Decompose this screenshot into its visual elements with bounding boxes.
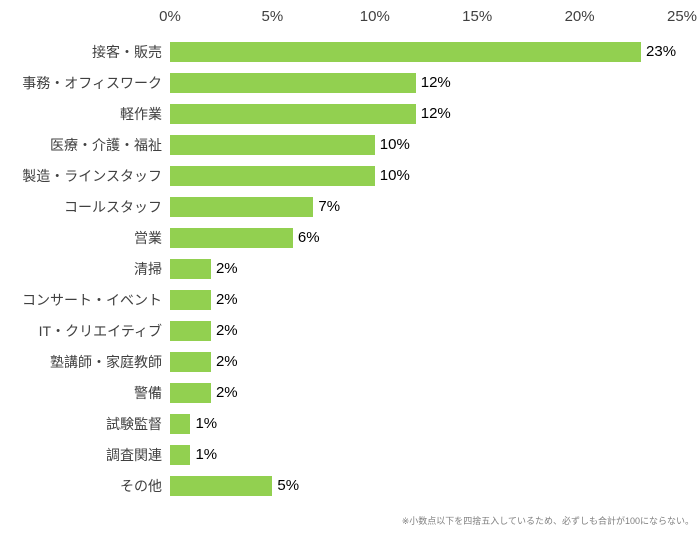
chart-row: 接客・販売 23%	[0, 36, 700, 67]
chart-row: 事務・オフィスワーク 12%	[0, 67, 700, 98]
value-label: 7%	[318, 198, 341, 215]
bar	[170, 289, 211, 310]
value-label: 2%	[215, 260, 238, 277]
bar	[170, 134, 375, 155]
value-label: 1%	[195, 415, 218, 432]
chart-row: IT・クリエイティブ 2%	[0, 315, 700, 346]
bar	[170, 165, 375, 186]
value-label: 12%	[420, 74, 451, 91]
x-axis-tick: 0%	[159, 8, 181, 25]
value-label: 23%	[646, 43, 677, 60]
chart-row: 製造・ラインスタッフ 10%	[0, 160, 700, 191]
axis-label-spacer	[0, 0, 170, 36]
bar-area: 2%	[170, 382, 690, 403]
value-label: 5%	[277, 477, 300, 494]
bar-area: 10%	[170, 134, 690, 155]
value-label: 2%	[215, 322, 238, 339]
bar-area: 23%	[170, 41, 690, 62]
value-label: 12%	[420, 105, 451, 122]
bar-area: 12%	[170, 103, 690, 124]
x-axis-tick: 5%	[261, 8, 284, 25]
bar	[170, 72, 416, 93]
category-label: 営業	[134, 229, 162, 246]
chart-row: 軽作業 12%	[0, 98, 700, 129]
chart-row: 清掃 2%	[0, 253, 700, 284]
value-label: 10%	[379, 167, 410, 184]
x-axis-tick: 25%	[666, 8, 698, 25]
x-axis: 0% 5% 10% 15% 20% 25%	[159, 0, 697, 36]
category-label: 警備	[134, 384, 162, 401]
category-label: その他	[120, 477, 162, 494]
bar-area: 10%	[170, 165, 690, 186]
category-label: コンサート・イベント	[22, 291, 162, 308]
bar	[170, 196, 314, 217]
category-label: コールスタッフ	[64, 198, 162, 215]
bar-area: 2%	[170, 289, 690, 310]
bar-area: 2%	[170, 320, 690, 341]
x-axis-tick: 20%	[564, 8, 595, 25]
chart-row: 医療・介護・福祉 10%	[0, 129, 700, 160]
x-axis-tick: 10%	[359, 8, 390, 25]
category-label: 接客・販売	[92, 43, 162, 60]
category-label: 事務・オフィスワーク	[22, 74, 162, 91]
bar	[170, 320, 211, 341]
category-label: 試験監督	[106, 415, 162, 432]
value-label: 2%	[215, 291, 238, 308]
chart-rows: 接客・販売 23% 事務・オフィスワーク 12% 軽作業 12% 医療・介護・福祉 10% 製造…	[0, 36, 700, 501]
chart-row: コンサート・イベント 2%	[0, 284, 700, 315]
bar-area: 7%	[170, 196, 690, 217]
category-label: 製造・ラインスタッフ	[22, 167, 162, 184]
x-axis-tick: 15%	[462, 8, 493, 25]
chart-row: 塾講師・家庭教師 2%	[0, 346, 700, 377]
chart-row: 調査関連 1%	[0, 439, 700, 470]
bar-area: 2%	[170, 351, 690, 372]
category-label: 軽作業	[120, 105, 162, 122]
chart-row: その他 5%	[0, 470, 700, 501]
chart-row: 試験監督 1%	[0, 408, 700, 439]
bar	[170, 382, 211, 403]
bar-area: 2%	[170, 258, 690, 279]
bar	[170, 351, 211, 372]
category-label: 調査関連	[106, 446, 162, 463]
bar-area: 1%	[170, 413, 690, 434]
value-label: 10%	[379, 136, 410, 153]
footnote: ※小数点以下を四捨五入しているため、必ずしも合計が100にならない。	[401, 516, 694, 526]
bar	[170, 413, 191, 434]
chart-row: 営業 6%	[0, 222, 700, 253]
bar-area: 5%	[170, 475, 690, 496]
category-label: 医療・介護・福祉	[50, 136, 162, 153]
bar	[170, 103, 416, 124]
category-label: 清掃	[134, 260, 162, 277]
value-label: 2%	[215, 353, 238, 370]
bar	[170, 227, 293, 248]
value-label: 2%	[215, 384, 238, 401]
bar	[170, 444, 191, 465]
bar-area: 12%	[170, 72, 690, 93]
bar-area: 6%	[170, 227, 690, 248]
bar	[170, 475, 273, 496]
chart-row: 警備 2%	[0, 377, 700, 408]
category-label: 塾講師・家庭教師	[50, 353, 162, 370]
value-label: 1%	[195, 446, 218, 463]
bar-area: 1%	[170, 444, 690, 465]
x-axis-row: 0% 5% 10% 15% 20% 25%	[0, 0, 700, 36]
value-label: 6%	[297, 229, 320, 246]
chart-row: コールスタッフ 7%	[0, 191, 700, 222]
category-label: IT・クリエイティブ	[38, 322, 162, 339]
bar	[170, 258, 211, 279]
bar	[170, 41, 642, 62]
